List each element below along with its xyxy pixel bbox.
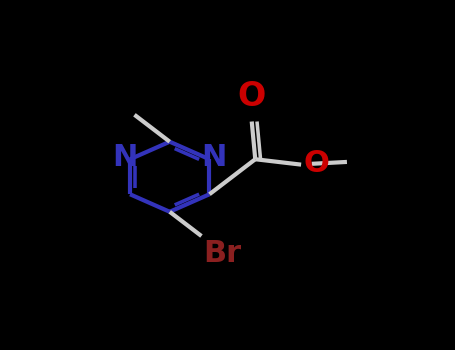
Text: O: O <box>238 80 266 113</box>
Text: N: N <box>201 144 227 173</box>
Text: O: O <box>304 149 330 178</box>
Text: N: N <box>113 144 138 173</box>
Text: Br: Br <box>203 239 241 268</box>
